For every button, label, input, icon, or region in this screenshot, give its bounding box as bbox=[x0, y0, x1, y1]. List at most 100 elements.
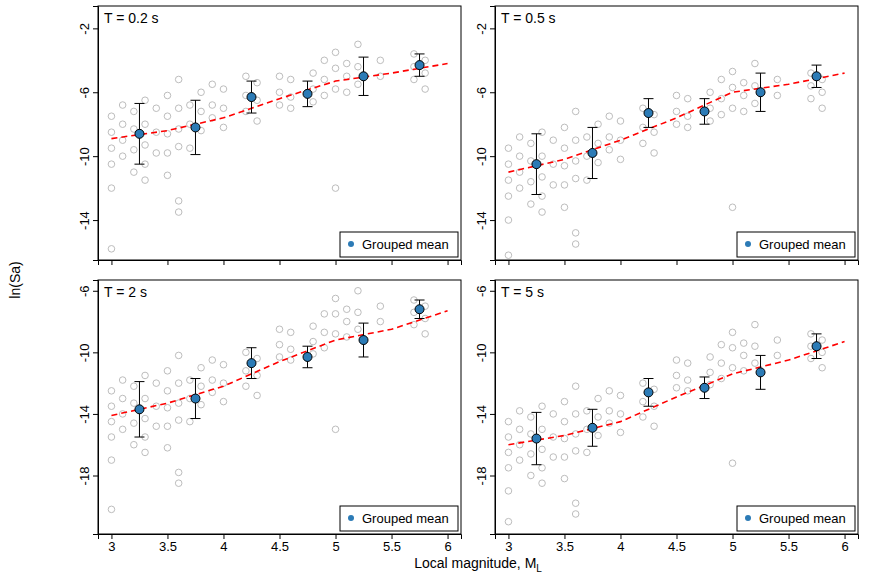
data-point bbox=[355, 309, 362, 316]
data-point bbox=[164, 404, 171, 411]
data-point bbox=[584, 134, 591, 141]
data-point bbox=[516, 426, 523, 433]
error-bar bbox=[303, 346, 313, 368]
data-point bbox=[606, 113, 613, 120]
panel: 33.544.555.56-6-10-14-18T = 2 sGrouped m… bbox=[77, 280, 462, 554]
data-point bbox=[752, 321, 759, 328]
data-point bbox=[651, 150, 658, 157]
data-point bbox=[175, 352, 182, 359]
data-point bbox=[808, 83, 815, 90]
data-point bbox=[332, 426, 339, 433]
y-tick-label: -18 bbox=[474, 467, 489, 486]
data-point bbox=[377, 303, 384, 310]
data-point bbox=[175, 143, 182, 150]
data-point bbox=[108, 388, 115, 395]
data-point bbox=[606, 146, 613, 153]
grouped-mean-point bbox=[532, 434, 541, 443]
data-point bbox=[516, 457, 523, 464]
error-bar bbox=[359, 323, 369, 357]
error-bar bbox=[134, 382, 144, 437]
error-bar bbox=[415, 54, 425, 76]
data-point bbox=[516, 185, 523, 192]
plot-frame bbox=[495, 6, 858, 260]
error-bar bbox=[415, 300, 425, 318]
y-tick-mark bbox=[490, 414, 495, 415]
y-tick: -10 bbox=[77, 343, 98, 362]
grouped-mean-point bbox=[359, 336, 368, 345]
data-point bbox=[175, 209, 182, 216]
legend: Grouped mean bbox=[737, 506, 855, 531]
data-point bbox=[595, 414, 602, 421]
x-tick-label: 5.5 bbox=[780, 539, 798, 554]
legend-box bbox=[737, 232, 855, 257]
data-point bbox=[584, 177, 591, 184]
data-point bbox=[819, 89, 826, 96]
data-point bbox=[595, 121, 602, 128]
data-point bbox=[153, 105, 160, 112]
y-tick-mark bbox=[93, 28, 98, 29]
y-tick: -14 bbox=[474, 211, 495, 230]
panel-title: T = 2 s bbox=[104, 284, 147, 300]
x-axis-title: Local magnitude, ML bbox=[414, 555, 542, 574]
data-point bbox=[707, 354, 714, 361]
data-point bbox=[561, 418, 568, 425]
y-tick: -14 bbox=[474, 405, 495, 424]
data-point bbox=[187, 145, 194, 152]
y-tick-mark bbox=[490, 28, 495, 29]
data-point bbox=[673, 92, 680, 99]
data-point bbox=[640, 380, 647, 387]
data-point bbox=[108, 403, 115, 410]
data-point bbox=[332, 311, 339, 318]
data-point bbox=[561, 182, 568, 189]
y-tick-mark bbox=[490, 92, 495, 93]
x-tick-label: 3 bbox=[505, 539, 512, 554]
x-tick-mark bbox=[789, 260, 790, 265]
data-point bbox=[287, 346, 294, 353]
data-point bbox=[332, 65, 339, 72]
data-point bbox=[505, 193, 512, 200]
data-point bbox=[343, 318, 350, 325]
grouped-mean-point bbox=[588, 148, 597, 157]
data-point bbox=[422, 70, 429, 77]
x-tick-mark bbox=[448, 260, 449, 265]
grouped-mean-point bbox=[700, 383, 709, 392]
y-tick-mark bbox=[93, 476, 98, 477]
legend-label: Grouped mean bbox=[362, 237, 449, 252]
x-tick-mark bbox=[845, 260, 846, 265]
data-point bbox=[119, 411, 126, 418]
x-tick-label: 4.5 bbox=[271, 539, 289, 554]
tspan: L bbox=[536, 563, 542, 574]
data-point bbox=[606, 408, 613, 415]
data-point bbox=[651, 423, 658, 430]
data-point bbox=[528, 140, 535, 147]
panel: 33.544.555.56-6-10-14-18T = 5 sGrouped m… bbox=[474, 280, 859, 554]
legend-box bbox=[340, 232, 458, 257]
data-point bbox=[422, 331, 429, 338]
data-point bbox=[164, 92, 171, 99]
data-point bbox=[119, 121, 126, 128]
panel: -2-6-10-14T = 0.5 sGrouped mean bbox=[474, 6, 859, 265]
y-tick: -10 bbox=[474, 343, 495, 362]
data-point bbox=[673, 108, 680, 115]
error-bar bbox=[587, 409, 597, 446]
x-tick-mark bbox=[733, 260, 734, 265]
x-tick: 5 bbox=[332, 534, 339, 554]
legend-symbol bbox=[348, 241, 354, 247]
grouped-mean-point bbox=[756, 88, 765, 97]
data-point bbox=[153, 423, 160, 430]
data-point bbox=[321, 76, 328, 83]
data-point bbox=[164, 368, 171, 375]
data-point bbox=[355, 287, 362, 294]
data-point bbox=[175, 198, 182, 205]
y-tick-label: -14 bbox=[77, 211, 92, 230]
data-point bbox=[220, 361, 227, 368]
data-point bbox=[572, 383, 579, 390]
y-tick-label: -6 bbox=[474, 285, 489, 297]
y-axis: -2-6-10-14 bbox=[474, 7, 496, 261]
x-tick-mark bbox=[223, 260, 224, 265]
data-point bbox=[142, 177, 149, 184]
x-tick: 3 bbox=[505, 534, 512, 554]
y-tick-mark bbox=[93, 414, 98, 415]
grouped-mean-point bbox=[700, 107, 709, 116]
y-tick: -6 bbox=[77, 87, 98, 99]
